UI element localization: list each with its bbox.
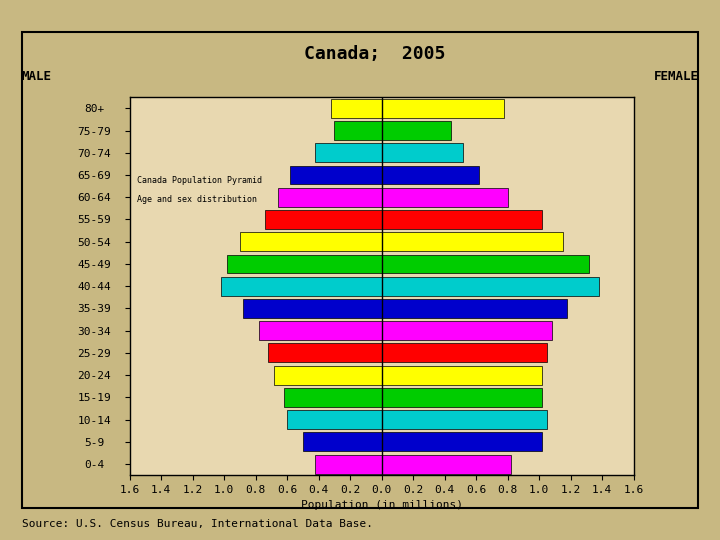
Bar (268, 343, 382, 362)
Bar (290, 166, 382, 185)
Bar (382, 299, 567, 318)
Text: Source: U.S. Census Bureau, International Data Base.: Source: U.S. Census Bureau, Internationa… (22, 518, 373, 529)
Bar (382, 276, 599, 296)
Bar (382, 343, 547, 362)
Bar (382, 121, 451, 140)
Bar (382, 254, 590, 273)
X-axis label: Population (in millions): Population (in millions) (300, 501, 462, 510)
Bar (221, 276, 382, 296)
Bar (382, 388, 542, 407)
Bar (278, 188, 382, 207)
Bar (228, 254, 382, 273)
Text: Age and sex distribution: Age and sex distribution (138, 195, 258, 204)
Bar (240, 232, 382, 251)
Text: FEMALE: FEMALE (654, 70, 698, 83)
Bar (265, 210, 382, 229)
Bar (382, 166, 480, 185)
Bar (382, 410, 547, 429)
Bar (382, 321, 552, 340)
Bar (382, 99, 505, 118)
Bar (315, 455, 382, 474)
Bar (382, 455, 510, 474)
Bar (315, 143, 382, 162)
Text: MALE: MALE (22, 70, 52, 83)
Bar (382, 366, 542, 384)
Text: Canada Population Pyramid: Canada Population Pyramid (138, 176, 263, 185)
Bar (382, 143, 464, 162)
Bar (287, 410, 382, 429)
Bar (303, 433, 382, 451)
Bar (334, 121, 382, 140)
Bar (243, 299, 382, 318)
Bar (382, 232, 563, 251)
Bar (382, 188, 508, 207)
Bar (258, 321, 382, 340)
Bar (382, 210, 542, 229)
Bar (331, 99, 382, 118)
Text: Canada;  2005: Canada; 2005 (304, 45, 445, 63)
Bar (284, 388, 382, 407)
Bar (274, 366, 382, 384)
Bar (382, 433, 542, 451)
